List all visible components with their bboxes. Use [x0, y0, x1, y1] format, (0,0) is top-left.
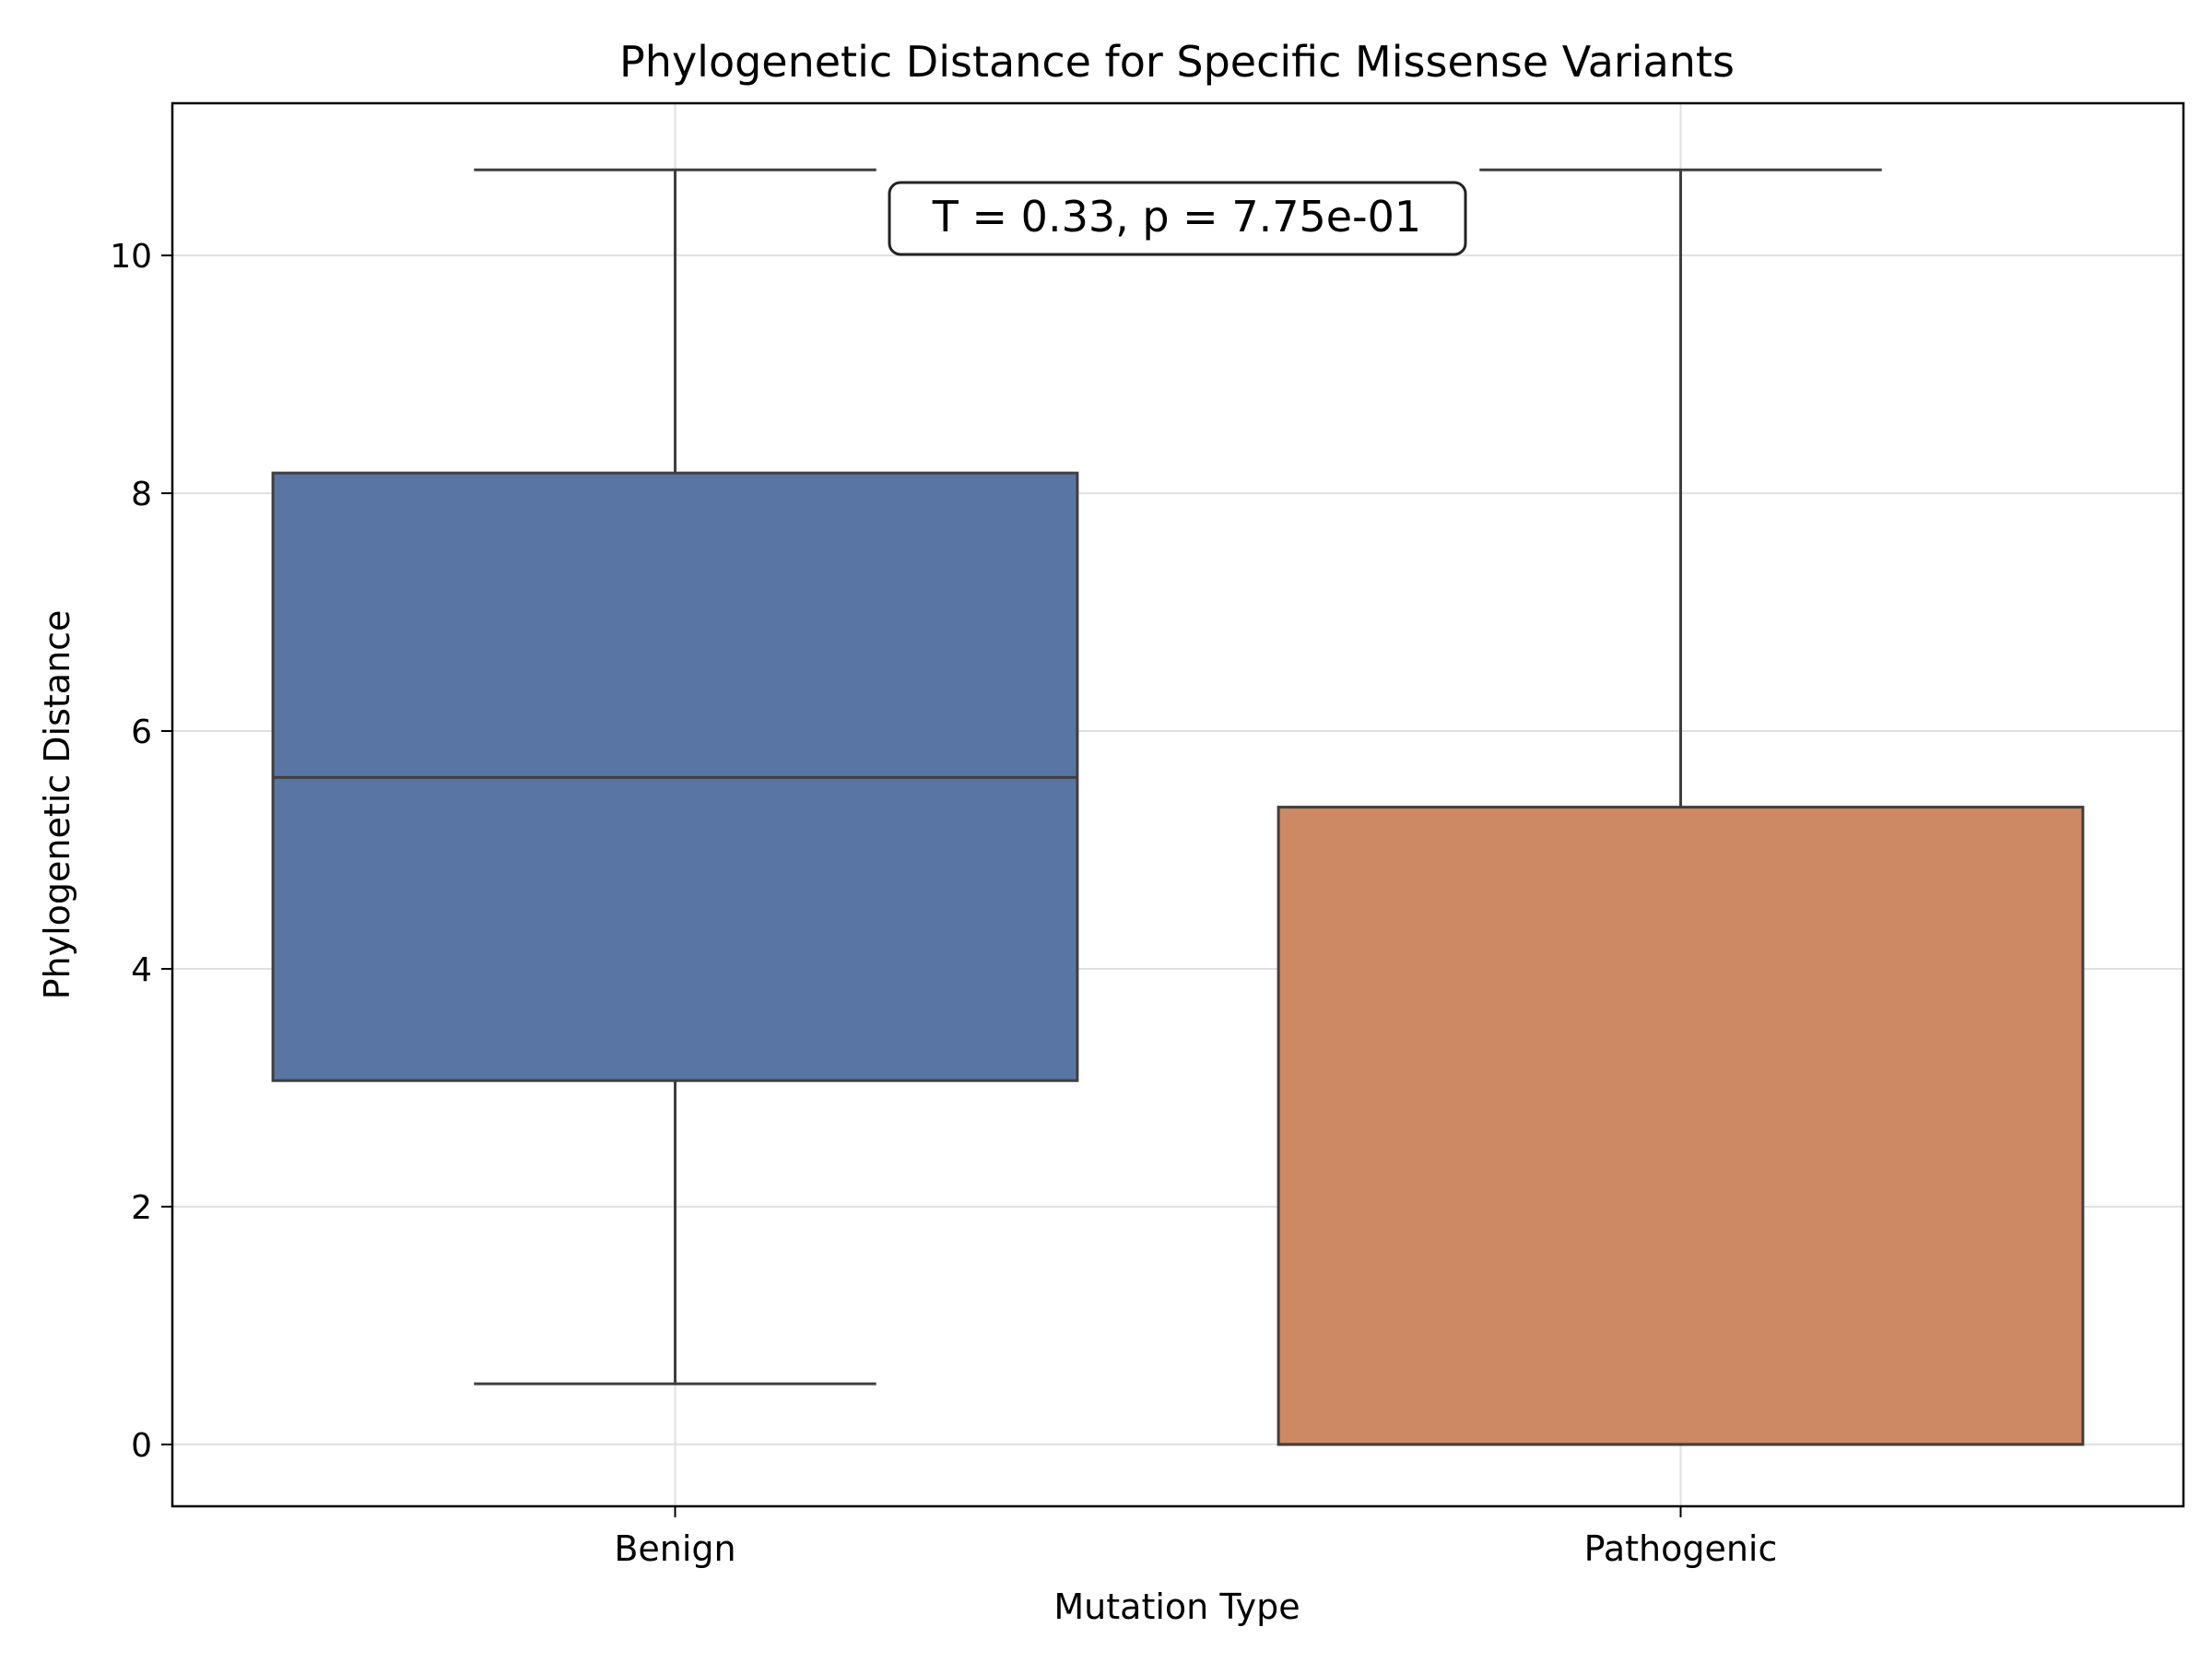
y-tick-label: 10 — [110, 238, 152, 276]
ticks: 0 2 4 6 8 10 Benign Pathogenic — [110, 238, 1777, 1569]
annotation-box — [888, 181, 1467, 256]
chart-title: Phylogenetic Distance for Specific Misse… — [619, 37, 1735, 87]
annotation-text: T = 0.33, p = 7.75e-01 — [932, 192, 1421, 242]
iqr-box — [1277, 806, 2085, 1446]
y-tick-label: 0 — [131, 1427, 152, 1465]
box-pathogenic — [1277, 168, 2085, 1446]
x-tick-label: Pathogenic — [1584, 1528, 1778, 1569]
plot-frame — [171, 101, 2185, 1508]
box-benign — [271, 168, 1079, 1386]
y-tick-label: 8 — [131, 476, 152, 513]
y-tick-label: 6 — [131, 714, 152, 751]
y-tick-label: 4 — [131, 951, 152, 989]
annotation: T = 0.33, p = 7.75e-01 — [888, 181, 1467, 256]
x-tick-label: Benign — [614, 1528, 735, 1569]
boxes — [271, 168, 2085, 1446]
y-axis-label: Phylogenetic Distance — [37, 610, 77, 1000]
y-tick-label: 2 — [131, 1189, 152, 1227]
x-axis-label: Mutation Type — [1053, 1586, 1300, 1627]
